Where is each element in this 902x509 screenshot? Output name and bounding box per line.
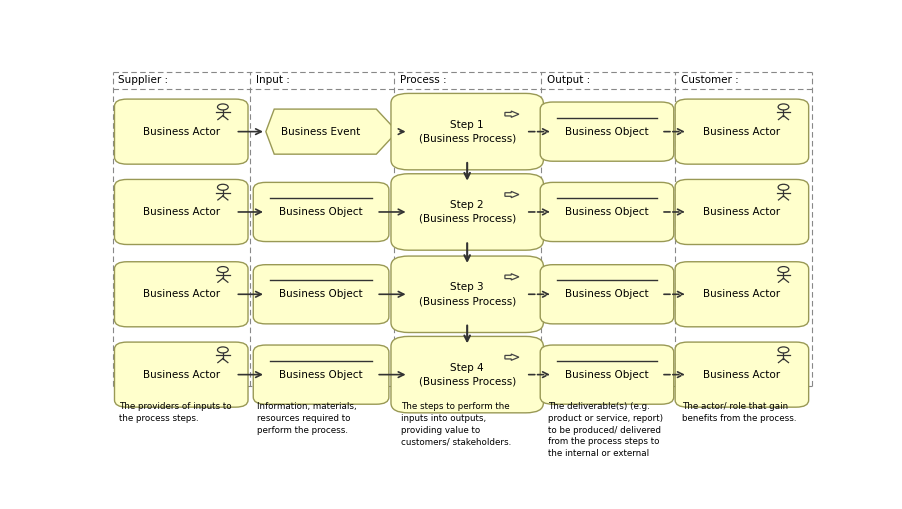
Text: Step 1
(Business Process): Step 1 (Business Process) bbox=[419, 120, 516, 144]
Text: Step 3
(Business Process): Step 3 (Business Process) bbox=[419, 282, 516, 306]
Text: The providers of inputs to
the process steps.: The providers of inputs to the process s… bbox=[119, 402, 232, 423]
Text: The actor/ role that gain
benefits from the process.: The actor/ role that gain benefits from … bbox=[682, 402, 796, 423]
Polygon shape bbox=[266, 109, 397, 154]
Text: The steps to perform the
inputs into outputs,
providing value to
customers/ stak: The steps to perform the inputs into out… bbox=[400, 402, 511, 446]
Text: Information, materials,
resources required to
perform the process.: Information, materials, resources requir… bbox=[257, 402, 356, 435]
Text: Business Actor: Business Actor bbox=[704, 289, 780, 299]
FancyBboxPatch shape bbox=[253, 265, 389, 324]
Text: Step 2
(Business Process): Step 2 (Business Process) bbox=[419, 200, 516, 224]
Text: Business Actor: Business Actor bbox=[704, 127, 780, 136]
Text: Business Object: Business Object bbox=[566, 370, 649, 380]
FancyBboxPatch shape bbox=[391, 336, 543, 413]
FancyBboxPatch shape bbox=[675, 180, 809, 244]
Text: Business Actor: Business Actor bbox=[704, 370, 780, 380]
Text: Process :: Process : bbox=[400, 75, 446, 86]
Text: Business Event: Business Event bbox=[281, 127, 361, 136]
Text: Business Actor: Business Actor bbox=[143, 289, 220, 299]
FancyBboxPatch shape bbox=[253, 182, 389, 242]
FancyBboxPatch shape bbox=[675, 262, 809, 327]
Text: Business Object: Business Object bbox=[280, 289, 363, 299]
Text: Business Object: Business Object bbox=[566, 127, 649, 136]
FancyBboxPatch shape bbox=[675, 99, 809, 164]
Text: Business Object: Business Object bbox=[280, 207, 363, 217]
FancyBboxPatch shape bbox=[115, 99, 248, 164]
FancyBboxPatch shape bbox=[115, 180, 248, 244]
Text: Business Object: Business Object bbox=[280, 370, 363, 380]
FancyBboxPatch shape bbox=[115, 342, 248, 407]
Text: Business Object: Business Object bbox=[566, 207, 649, 217]
FancyBboxPatch shape bbox=[540, 102, 674, 161]
Text: Business Actor: Business Actor bbox=[704, 207, 780, 217]
FancyBboxPatch shape bbox=[115, 262, 248, 327]
Text: The deliverable(s) (e.g.
product or service, report)
to be produced/ delivered
f: The deliverable(s) (e.g. product or serv… bbox=[548, 402, 663, 458]
Text: Input :: Input : bbox=[256, 75, 290, 86]
FancyBboxPatch shape bbox=[540, 182, 674, 242]
Text: Business Actor: Business Actor bbox=[143, 207, 220, 217]
Text: Output :: Output : bbox=[547, 75, 590, 86]
Text: Business Actor: Business Actor bbox=[143, 127, 220, 136]
FancyBboxPatch shape bbox=[540, 345, 674, 404]
FancyBboxPatch shape bbox=[253, 345, 389, 404]
Text: Step 4
(Business Process): Step 4 (Business Process) bbox=[419, 362, 516, 387]
FancyBboxPatch shape bbox=[391, 256, 543, 332]
Text: Customer :: Customer : bbox=[681, 75, 739, 86]
FancyBboxPatch shape bbox=[675, 342, 809, 407]
Text: Business Object: Business Object bbox=[566, 289, 649, 299]
FancyBboxPatch shape bbox=[540, 265, 674, 324]
FancyBboxPatch shape bbox=[391, 174, 543, 250]
Text: Business Actor: Business Actor bbox=[143, 370, 220, 380]
FancyBboxPatch shape bbox=[391, 94, 543, 170]
Text: Supplier :: Supplier : bbox=[118, 75, 169, 86]
